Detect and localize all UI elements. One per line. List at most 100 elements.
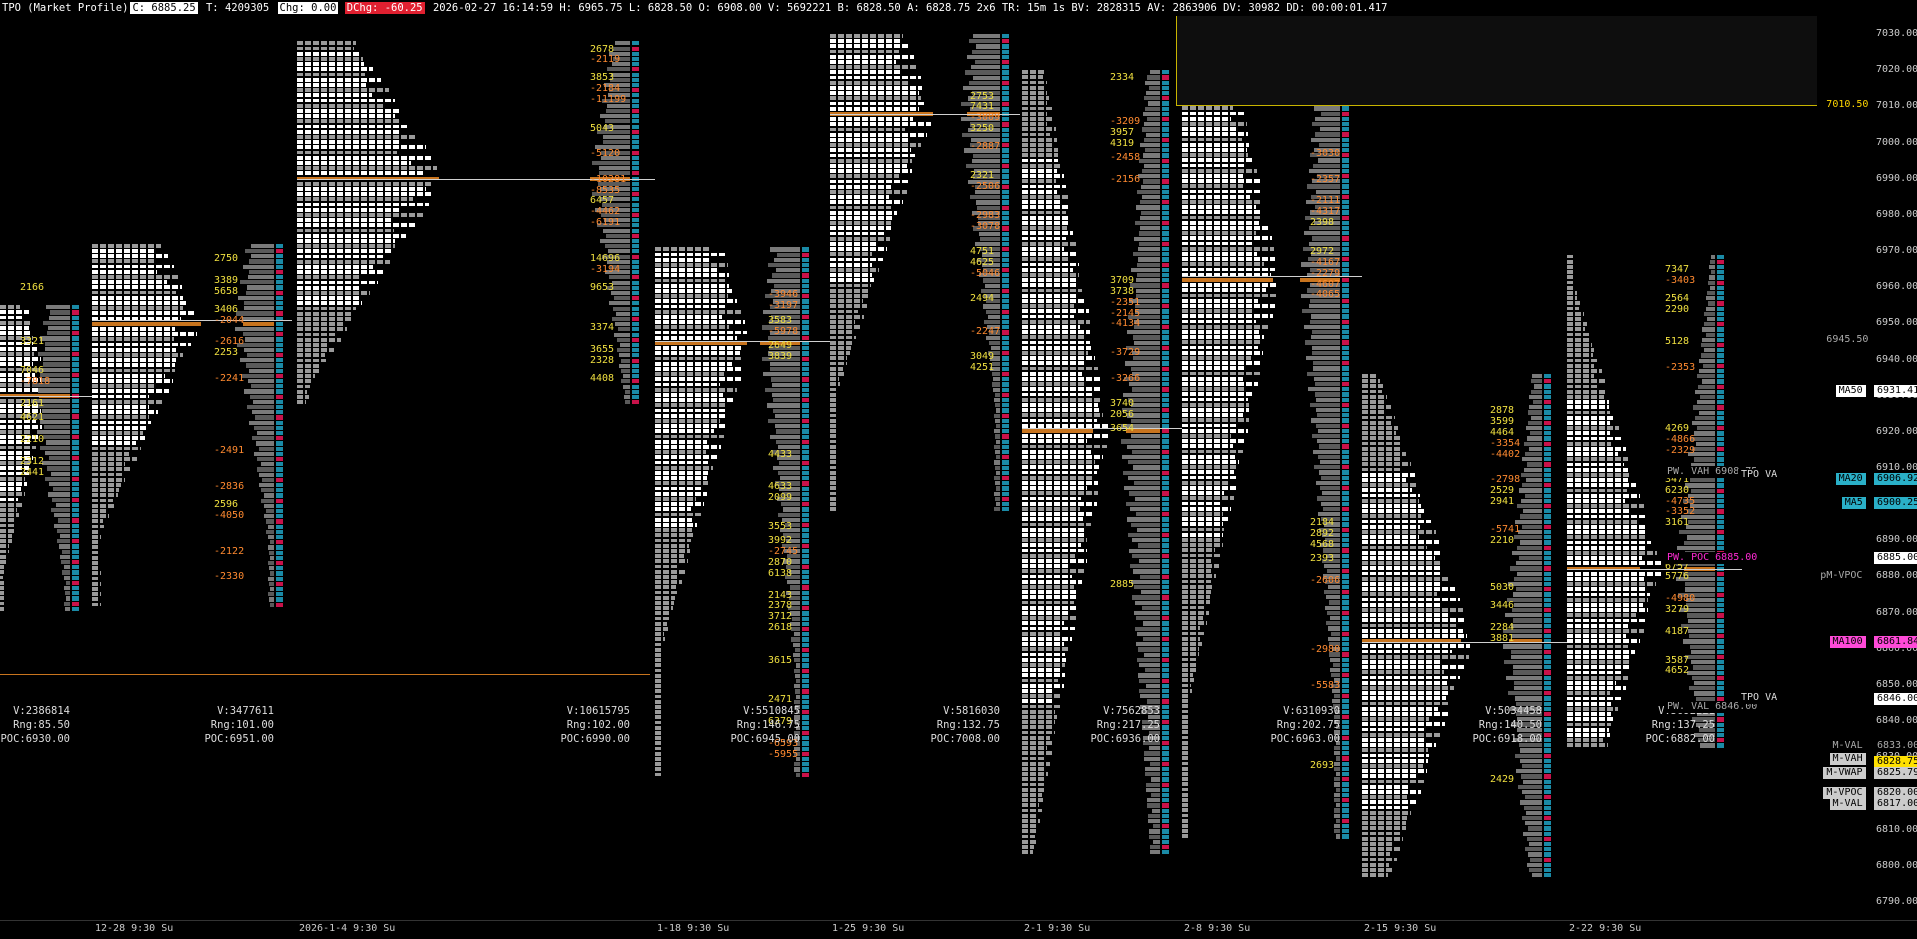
delta-bar bbox=[276, 347, 283, 352]
tpo-row bbox=[1567, 322, 1587, 327]
delta-bar bbox=[1717, 639, 1724, 644]
delta-bar bbox=[1717, 514, 1724, 519]
tpo-row bbox=[297, 197, 413, 202]
delta-bar bbox=[1162, 236, 1169, 241]
volume-bar bbox=[1697, 738, 1715, 743]
volume-bar bbox=[970, 122, 1000, 127]
session-volume: V:5034458 bbox=[1485, 705, 1542, 717]
volume-bar bbox=[1706, 317, 1715, 322]
delta-bar bbox=[802, 273, 809, 278]
delta-bar bbox=[1162, 694, 1169, 699]
volume-bar bbox=[995, 502, 1000, 507]
volume-bar bbox=[619, 342, 630, 348]
volume-bar bbox=[1705, 332, 1715, 337]
delta-label: 2753 bbox=[970, 90, 995, 102]
volume-bar bbox=[53, 487, 70, 492]
delta-bar bbox=[1342, 179, 1349, 184]
delta-bar bbox=[1162, 834, 1169, 839]
session-range: Rng:140.50 bbox=[1478, 719, 1542, 731]
volume-bar bbox=[1707, 280, 1715, 285]
volume-bar bbox=[1336, 725, 1340, 730]
tpo-row bbox=[1022, 813, 1037, 818]
session-stats: V:5816030 Rng:132.75 POC:7008.00 bbox=[900, 704, 1000, 746]
volume-bar bbox=[47, 466, 70, 471]
delta-label: 2328 bbox=[590, 354, 615, 366]
tpo-row bbox=[1022, 80, 1047, 85]
volume-bar bbox=[65, 580, 70, 586]
delta-bar bbox=[72, 591, 79, 596]
volume-bar bbox=[597, 129, 630, 134]
poc-line bbox=[1362, 641, 1567, 643]
volume-bar bbox=[1144, 652, 1160, 657]
close-price: C: 6885.25 bbox=[130, 2, 198, 14]
volume-bar bbox=[1309, 283, 1340, 288]
volume-bar bbox=[1131, 538, 1160, 543]
tpo-row bbox=[0, 549, 10, 554]
tpo-row bbox=[830, 158, 913, 163]
volume-bar bbox=[1692, 717, 1715, 722]
delta-bar bbox=[802, 491, 809, 496]
delta-bar bbox=[1717, 504, 1724, 509]
delta-bar bbox=[276, 394, 283, 399]
session-poc: POC:6963.00 bbox=[1270, 733, 1340, 745]
tpo-row bbox=[92, 477, 126, 482]
tpo-row bbox=[297, 353, 325, 358]
tpo-row bbox=[1022, 413, 1104, 418]
tpo-row bbox=[1022, 699, 1054, 704]
volume-bar bbox=[1693, 431, 1715, 436]
tpo-row bbox=[830, 49, 899, 54]
delta-bar bbox=[632, 358, 639, 363]
volume-bar bbox=[1326, 621, 1340, 626]
tpo-row bbox=[1362, 737, 1427, 742]
volume-bar bbox=[1312, 122, 1340, 127]
tpo-row bbox=[830, 361, 847, 366]
delta-bar bbox=[1342, 834, 1349, 839]
delta-bar bbox=[632, 88, 639, 93]
delta-bar bbox=[1002, 75, 1009, 80]
time-axis[interactable]: 12-28 9:30 Su 2026-1-4 9:30 Su 1-18 9:30 S… bbox=[0, 920, 1917, 939]
tpo-row bbox=[92, 306, 184, 310]
delta-bar bbox=[72, 305, 79, 310]
volume-bar bbox=[1307, 288, 1340, 293]
volume-bar bbox=[779, 528, 800, 533]
tpo-row bbox=[92, 472, 124, 477]
volume-bar bbox=[1324, 590, 1340, 595]
volume-bar bbox=[1138, 257, 1160, 262]
volume-bar bbox=[1693, 733, 1715, 738]
delta-bar bbox=[276, 249, 283, 254]
volume-bar bbox=[794, 647, 800, 652]
tpo-row bbox=[1567, 405, 1610, 410]
tpo-row bbox=[1182, 340, 1262, 345]
volume-bar bbox=[774, 481, 800, 486]
level-label: MA100 bbox=[1829, 636, 1866, 649]
delta-bar bbox=[1717, 535, 1724, 540]
volume-bar bbox=[269, 587, 274, 592]
price-axis[interactable]: 7030.00 7020.00 7010.00 7000.00 6990.00 6980.… bbox=[1874, 16, 1917, 920]
volume-bar bbox=[1518, 784, 1542, 789]
delta-bar bbox=[72, 471, 79, 476]
tpo-row bbox=[1362, 748, 1428, 753]
delta-bar bbox=[276, 389, 283, 394]
tpo-row bbox=[1182, 486, 1236, 490]
delta-bar bbox=[1544, 415, 1551, 420]
volume-bar bbox=[968, 127, 1000, 132]
delta-bar bbox=[276, 514, 283, 519]
delta-bar bbox=[1544, 425, 1551, 431]
volume-bar bbox=[1677, 545, 1715, 551]
tpo-row bbox=[1022, 600, 1074, 605]
volume-bar bbox=[249, 420, 274, 425]
volume-bar bbox=[1131, 403, 1160, 408]
volume-bar bbox=[763, 372, 800, 377]
delta-bar bbox=[1342, 241, 1349, 246]
tpo-row bbox=[830, 450, 839, 454]
delta-bar bbox=[802, 549, 809, 554]
tpo-row bbox=[1022, 75, 1043, 80]
tpo-row bbox=[0, 383, 41, 388]
delta-bar bbox=[1002, 309, 1009, 314]
delta-bar bbox=[1002, 86, 1009, 91]
delta-bar bbox=[1162, 262, 1169, 267]
tpo-plot-area[interactable]: 2166 3321 7046 -7818 2161 4621 2210 2312 2441 V:2… bbox=[0, 16, 1874, 920]
delta-bar bbox=[1162, 418, 1169, 423]
delta-bar bbox=[802, 439, 809, 444]
delta-bar bbox=[1342, 709, 1349, 714]
